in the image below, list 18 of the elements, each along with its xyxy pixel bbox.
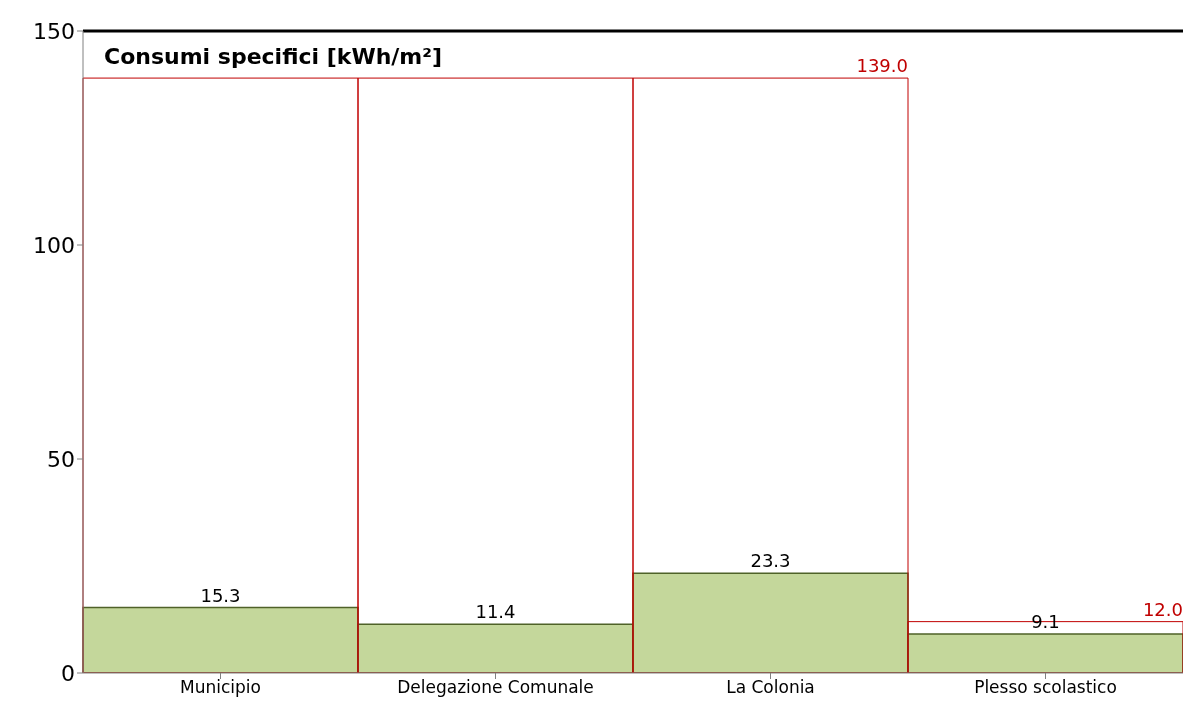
x-tick-label: La Colonia (726, 677, 815, 698)
x-tick-label: Plesso scolastico (974, 677, 1117, 698)
y-tick-label: 150 (33, 18, 75, 44)
bar (357, 623, 634, 673)
y-tick-label: 0 (61, 660, 75, 686)
x-tick-label: Municipio (180, 677, 261, 698)
text: Consumi specifici [kWh/m²] (104, 44, 442, 69)
bar (632, 572, 909, 673)
data-label: 23.3 (750, 550, 791, 572)
data-label: 139.0 (856, 55, 908, 77)
bar (907, 633, 1183, 673)
data-label: 11.4 (475, 601, 516, 623)
bar (82, 606, 359, 673)
data-label: 15.3 (200, 584, 241, 606)
x-tick-label: Delegazione Comunale (397, 677, 594, 698)
y-tick-label: 100 (33, 232, 75, 258)
data-label: 12.0 (1142, 598, 1183, 620)
y-tick-label: 50 (47, 446, 75, 472)
